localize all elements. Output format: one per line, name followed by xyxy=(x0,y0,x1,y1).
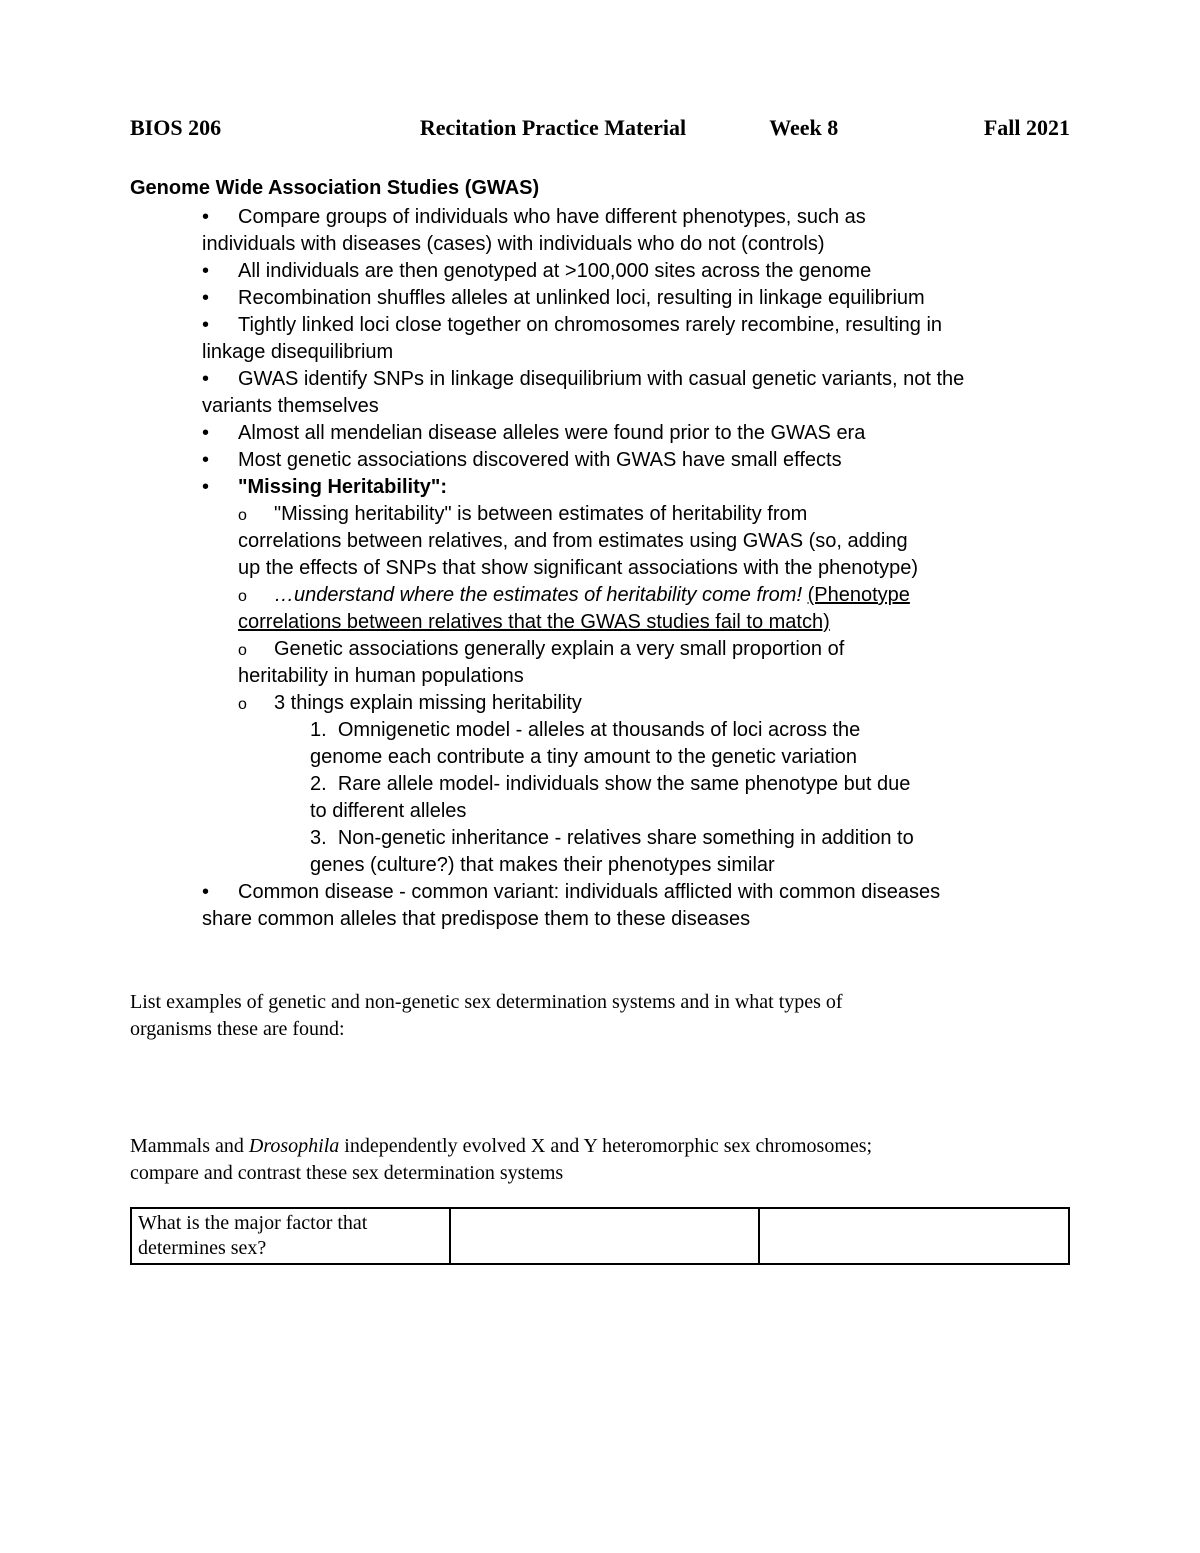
num-text: genes (culture?) that makes their phenot… xyxy=(310,852,1070,879)
bullet-icon: • xyxy=(202,258,238,285)
sub-bullet-block: o"Missing heritability" is between estim… xyxy=(238,501,1070,879)
sub-bullet-text: (Phenotype xyxy=(808,584,910,606)
bullet-text: Tightly linked loci close together on ch… xyxy=(238,314,942,336)
q2-italic: Drosophila xyxy=(249,1135,339,1157)
bullet-icon: • xyxy=(202,420,238,447)
document-page: BIOS 206 Recitation Practice Material We… xyxy=(0,0,1200,1325)
cell-line: determines sex? xyxy=(138,1236,443,1261)
term-label: Fall 2021 xyxy=(929,115,1070,141)
bullet-text: share common alleles that predispose the… xyxy=(202,906,1070,933)
num-marker: 1. xyxy=(310,719,327,741)
sub-bullet-text: Genetic associations generally explain a… xyxy=(274,638,844,660)
num-marker: 3. xyxy=(310,827,327,849)
bullet-text: Common disease - common variant: individ… xyxy=(238,881,940,903)
num-text: to different alleles xyxy=(310,798,1070,825)
cell-line: What is the major factor that xyxy=(138,1211,443,1236)
bullet-text: GWAS identify SNPs in linkage disequilib… xyxy=(238,368,964,390)
section-heading: Genome Wide Association Studies (GWAS) xyxy=(130,177,1070,200)
bullet-text: "Missing Heritability": xyxy=(238,476,447,498)
question-text: organisms these are found: xyxy=(130,1016,1070,1043)
bullet-icon: • xyxy=(202,285,238,312)
notes-block: •Compare groups of individuals who have … xyxy=(202,204,1070,933)
table-cell: What is the major factor that determines… xyxy=(131,1208,450,1264)
bullet-text: linkage disequilibrium xyxy=(202,339,1070,366)
question-text: compare and contrast these sex determina… xyxy=(130,1160,1070,1187)
table-cell xyxy=(450,1208,760,1264)
bullet-icon: • xyxy=(202,879,238,906)
question-text: Mammals and Drosophila independently evo… xyxy=(130,1133,1070,1160)
question-2: Mammals and Drosophila independently evo… xyxy=(130,1133,1070,1187)
table-row: What is the major factor that determines… xyxy=(131,1208,1069,1264)
sub-bullet-text: heritability in human populations xyxy=(238,663,1070,690)
bullet-text: individuals with diseases (cases) with i… xyxy=(202,231,1070,258)
question-text: List examples of genetic and non-genetic… xyxy=(130,989,1070,1016)
bullet-text: All individuals are then genotyped at >1… xyxy=(238,260,871,282)
table-cell xyxy=(759,1208,1069,1264)
sub-bullet-icon: o xyxy=(238,505,274,527)
bullet-text: Almost all mendelian disease alleles wer… xyxy=(238,422,865,444)
question-1: List examples of genetic and non-genetic… xyxy=(130,989,1070,1043)
numbered-block: 1. Omnigenetic model - alleles at thousa… xyxy=(310,717,1070,879)
doc-title: Recitation Practice Material xyxy=(356,115,751,141)
bullet-icon: • xyxy=(202,447,238,474)
bullet-icon: • xyxy=(202,204,238,231)
sub-bullet-icon: o xyxy=(238,586,274,608)
bullet-icon: • xyxy=(202,366,238,393)
bullet-text: Recombination shuffles alleles at unlink… xyxy=(238,287,925,309)
num-text: Omnigenetic model - alleles at thousands… xyxy=(338,719,861,741)
q2-post: independently evolved X and Y heteromorp… xyxy=(339,1135,872,1157)
q2-pre: Mammals and xyxy=(130,1135,249,1157)
sub-bullet-text: correlations between relatives, and from… xyxy=(238,528,1070,555)
bullet-text: variants themselves xyxy=(202,393,1070,420)
num-text: Non-genetic inheritance - relatives shar… xyxy=(338,827,914,849)
bullet-icon: • xyxy=(202,474,238,501)
sub-bullet-text: "Missing heritability" is between estima… xyxy=(274,503,807,525)
course-code: BIOS 206 xyxy=(130,115,337,141)
num-text: Rare allele model- individuals show the … xyxy=(338,773,911,795)
num-marker: 2. xyxy=(310,773,327,795)
num-text: genome each contribute a tiny amount to … xyxy=(310,744,1070,771)
bullet-text: Most genetic associations discovered wit… xyxy=(238,449,842,471)
bullet-icon: • xyxy=(202,312,238,339)
answer-table: What is the major factor that determines… xyxy=(130,1207,1070,1265)
bullet-text: Compare groups of individuals who have d… xyxy=(238,206,866,228)
sub-bullet-text: 3 things explain missing heritability xyxy=(274,692,582,714)
page-header: BIOS 206 Recitation Practice Material We… xyxy=(130,115,1070,141)
sub-bullet-text: …understand where the estimates of herit… xyxy=(274,584,802,606)
sub-bullet-icon: o xyxy=(238,694,274,716)
week-label: Week 8 xyxy=(769,115,910,141)
sub-bullet-text: up the effects of SNPs that show signifi… xyxy=(238,555,1070,582)
sub-bullet-text: correlations between relatives that the … xyxy=(238,609,1070,636)
sub-bullet-icon: o xyxy=(238,640,274,662)
